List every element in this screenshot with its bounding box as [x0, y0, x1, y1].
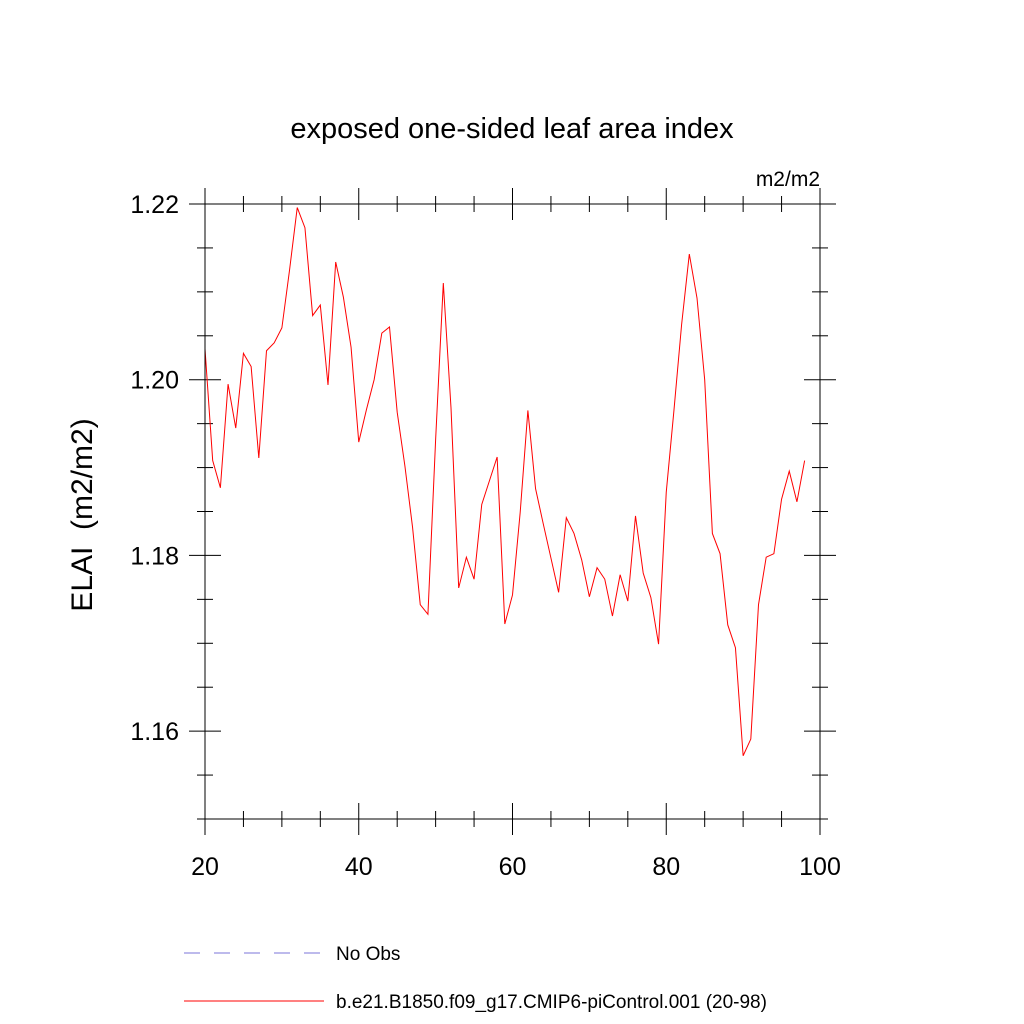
y-tick-label: 1.20 — [130, 367, 179, 395]
units-label: m2/m2 — [756, 168, 820, 191]
legend-label-picontrol: b.e21.B1850.f09_g17.CMIP6-piControl.001 … — [336, 992, 767, 1013]
legend: No Obs b.e21.B1850.f09_g17.CMIP6-piContr… — [184, 944, 767, 1013]
y-axis-label: ELAI (m2/m2) — [66, 418, 99, 611]
series-line-picontrol — [204, 207, 806, 756]
y-tick-label: 1.18 — [130, 542, 179, 570]
plot-frame — [204, 203, 821, 820]
y-tick-label: 1.16 — [130, 718, 179, 746]
plot-series — [204, 207, 806, 756]
x-tick-label: 20 — [191, 853, 219, 881]
axis-ticks: 1.16 1.18 1.20 1.22 20 40 60 80 100 — [130, 188, 841, 881]
x-tick-label: 100 — [799, 853, 841, 881]
x-tick-label: 40 — [345, 853, 373, 881]
y-tick-label: 1.22 — [130, 191, 179, 219]
legend-label-no-obs: No Obs — [336, 944, 400, 965]
x-tick-label: 80 — [652, 853, 680, 881]
chart-title: exposed one-sided leaf area index — [290, 113, 734, 145]
x-tick-label: 60 — [499, 853, 527, 881]
